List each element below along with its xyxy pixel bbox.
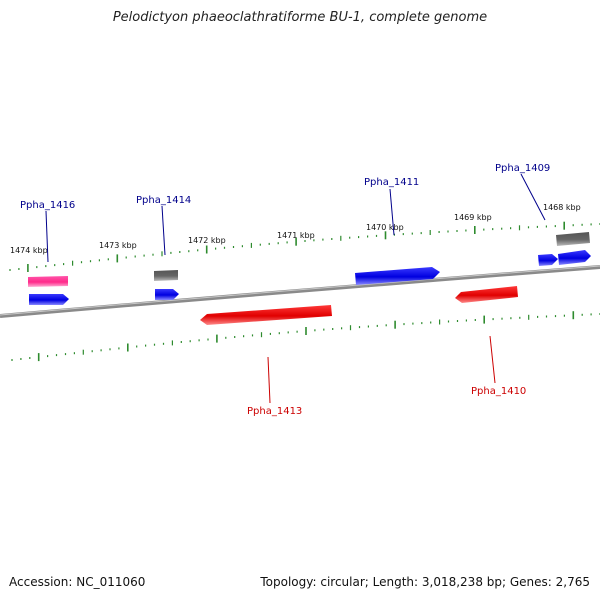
kbp-label-1474: 1474 kbp [10,246,48,255]
leader-ppha-1413 [267,356,271,404]
gene-label-ppha-1414[interactable]: Ppha_1414 [136,195,191,206]
gene-ppha-1411-feature[interactable] [355,267,440,285]
leader-ppha-1411 [389,188,395,236]
gene-ppha-1414-feature[interactable] [154,270,179,300]
genome-backbone-highlight [0,265,600,316]
gene-ppha-1413-feature[interactable] [200,305,332,325]
accession-info: Accession: NC_011060 [9,575,146,589]
leader-ppha-1414 [161,205,166,256]
kbp-label-1471: 1471 kbp [277,231,315,240]
kbp-label-1470: 1470 kbp [366,223,404,232]
kbp-label-1473: 1473 kbp [99,241,137,250]
lower-tick-row [11,311,600,362]
gene-ppha-1416-feature[interactable] [28,276,69,305]
leader-ppha-1409 [520,173,546,221]
gene-label-ppha-1416[interactable]: Ppha_1416 [20,200,75,211]
gene-ppha-1410-feature[interactable] [455,286,518,303]
leader-ppha-1410 [489,335,496,384]
kbp-label-1472: 1472 kbp [188,236,226,245]
map-title: Pelodictyon phaeoclathratiforme BU-1, co… [112,10,488,25]
gene-label-ppha-1411[interactable]: Ppha_1411 [364,177,419,188]
gene-label-ppha-1410[interactable]: Ppha_1410 [471,386,526,397]
topology-info: Topology: circular; Length: 3,018,238 bp… [260,575,590,589]
kbp-label-1468: 1468 kbp [543,203,581,212]
kbp-label-1469: 1469 kbp [454,213,492,222]
gene-label-ppha-1413[interactable]: Ppha_1413 [247,406,302,417]
gene-label-ppha-1409[interactable]: Ppha_1409 [495,163,550,174]
upper-tick-row [9,221,600,272]
gene-ppha-1409-feature[interactable] [538,232,591,266]
leader-ppha-1416 [45,210,49,263]
genome-backbone [0,265,600,318]
